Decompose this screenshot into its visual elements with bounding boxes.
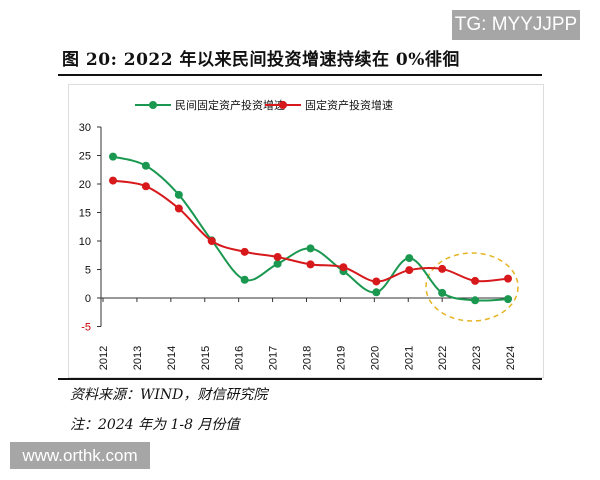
legend-label-1: 固定资产投资增速	[305, 98, 393, 112]
data-point-1	[471, 276, 480, 285]
data-point-1	[273, 252, 282, 261]
highlight-ellipse	[425, 252, 519, 322]
data-point-1	[109, 176, 117, 185]
y-tick-label: 0	[85, 293, 91, 305]
data-point-0	[240, 275, 249, 284]
figure-title: 图 20: 2022 年以来民间投资增速持续在 0%徘徊	[62, 50, 460, 70]
series-line-0	[112, 155, 509, 302]
data-point-1	[339, 263, 348, 272]
data-point-1	[306, 260, 315, 269]
data-point-1	[207, 237, 216, 245]
x-tick-label: 2020	[369, 346, 381, 370]
data-point-1	[240, 247, 249, 256]
data-point-0	[273, 259, 282, 268]
x-tick-label: 2012	[98, 346, 110, 370]
y-tick-label: 30	[79, 122, 91, 134]
data-point-0	[438, 288, 447, 297]
data-point-1	[504, 274, 512, 283]
x-tick-label: 2016	[234, 346, 246, 370]
watermark-tg: TG: MYYJJPP	[452, 10, 580, 40]
data-point-0	[109, 152, 117, 161]
legend-marker-1	[279, 101, 287, 109]
legend-marker-0	[149, 101, 157, 109]
data-point-0	[306, 244, 315, 253]
x-tick-label: 2013	[132, 346, 144, 370]
data-point-1	[141, 182, 150, 191]
y-tick-label: -5	[81, 322, 91, 334]
y-tick-label: 25	[79, 151, 91, 163]
data-point-0	[405, 254, 414, 263]
y-tick-label: 5	[85, 265, 91, 277]
bottom-rule	[58, 378, 542, 380]
legend-label-0: 民间固定资产投资增速	[175, 98, 285, 112]
data-point-0	[372, 288, 381, 297]
x-tick-label: 2014	[166, 346, 178, 370]
data-point-1	[372, 277, 381, 286]
x-tick-label: 2019	[335, 346, 347, 370]
data-point-1	[438, 264, 447, 273]
y-tick-label: 20	[79, 179, 91, 191]
x-tick-label: 2021	[403, 346, 415, 370]
watermark-url: www.orthk.com	[10, 442, 150, 469]
x-tick-label: 2015	[200, 346, 212, 370]
y-tick-label: 15	[79, 208, 91, 220]
x-tick-label: 2022	[437, 346, 449, 370]
data-point-0	[174, 190, 183, 199]
chart-frame	[68, 84, 544, 378]
data-point-0	[141, 161, 150, 170]
x-tick-label: 2023	[471, 346, 483, 370]
data-point-0	[471, 296, 480, 305]
data-point-1	[174, 204, 183, 213]
title-rule	[58, 74, 542, 76]
x-tick-label: 2017	[268, 346, 280, 370]
data-point-1	[405, 266, 414, 275]
y-tick-label: 10	[79, 236, 91, 248]
data-point-0	[504, 295, 512, 304]
source-text: 资料来源：WIND，财信研究院	[70, 387, 268, 403]
note-text: 注：2024 年为 1-8 月份值	[70, 417, 240, 433]
x-tick-label: 2018	[302, 346, 314, 370]
x-tick-label: 2024	[505, 346, 517, 370]
